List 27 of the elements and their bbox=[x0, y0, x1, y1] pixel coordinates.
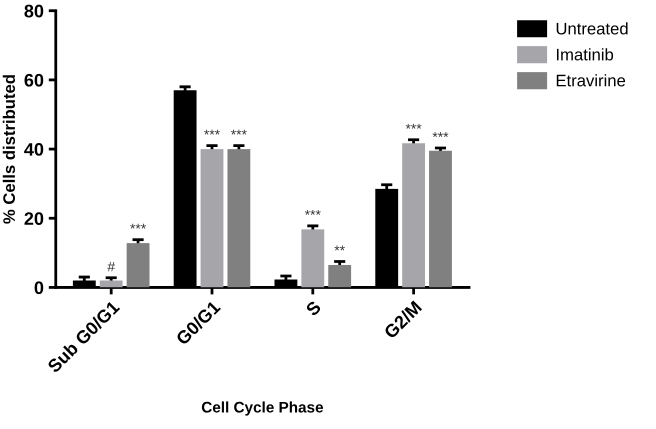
data-label: *** bbox=[432, 132, 448, 138]
bar bbox=[402, 143, 426, 288]
data-label: *** bbox=[406, 124, 422, 129]
data-label: *** bbox=[130, 224, 146, 229]
bar bbox=[227, 149, 250, 288]
legend-label: Etravirine bbox=[556, 74, 626, 86]
data-label: *** bbox=[204, 130, 220, 135]
y-axis-title: % Cells distributed bbox=[2, 75, 16, 224]
data-label: # bbox=[107, 262, 115, 272]
bar bbox=[301, 229, 324, 288]
y-tick-label: 20 bbox=[24, 212, 44, 225]
data-label: ** bbox=[334, 246, 345, 250]
y-tick-label: 40 bbox=[24, 143, 44, 156]
bar bbox=[126, 243, 150, 288]
bar bbox=[200, 149, 224, 288]
y-tick-label: 60 bbox=[24, 74, 44, 87]
bar bbox=[429, 150, 452, 288]
legend-label: Untreated bbox=[556, 22, 628, 35]
y-tick-label: 0 bbox=[34, 281, 44, 294]
legend-label: Imatinib bbox=[556, 48, 614, 60]
x-tick-label: S bbox=[304, 300, 322, 317]
x-axis-title: Cell Cycle Phase bbox=[202, 401, 324, 416]
data-label: *** bbox=[304, 210, 321, 215]
bar bbox=[328, 264, 352, 288]
bar bbox=[100, 280, 123, 288]
data-label: *** bbox=[230, 130, 247, 135]
y-tick-label: 80 bbox=[24, 4, 44, 18]
